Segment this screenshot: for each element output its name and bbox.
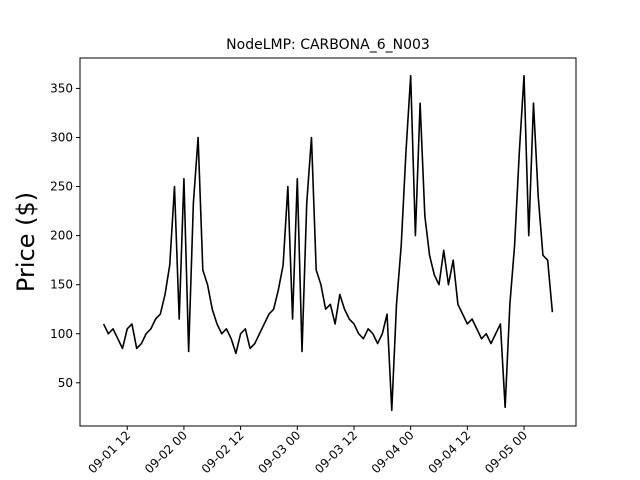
y-tick-label: 100 bbox=[50, 327, 73, 341]
y-axis-label: Price ($) bbox=[12, 192, 40, 292]
x-tick-label: 09-04 00 bbox=[369, 428, 417, 476]
x-tick-label: 09-03 12 bbox=[312, 428, 360, 476]
x-tick-label: 09-02 12 bbox=[199, 428, 247, 476]
x-tick-label: 09-01 12 bbox=[85, 428, 133, 476]
x-tick-label: 09-03 00 bbox=[255, 428, 303, 476]
x-tick-label: 09-02 00 bbox=[142, 428, 190, 476]
y-tick-label: 350 bbox=[50, 81, 73, 95]
x-tick-label: 09-04 12 bbox=[425, 428, 473, 476]
price-line bbox=[102, 74, 554, 412]
y-tick-label: 150 bbox=[50, 278, 73, 292]
chart-title: NodeLMP: CARBONA_6_N003 bbox=[226, 37, 430, 53]
y-tick-label: 200 bbox=[50, 229, 73, 243]
y-tick-label: 300 bbox=[50, 130, 73, 144]
x-tick-label: 09-05 00 bbox=[482, 428, 530, 476]
y-tick-label: 50 bbox=[58, 376, 73, 390]
y-tick-label: 250 bbox=[50, 180, 73, 194]
axes-frame bbox=[79, 57, 577, 427]
